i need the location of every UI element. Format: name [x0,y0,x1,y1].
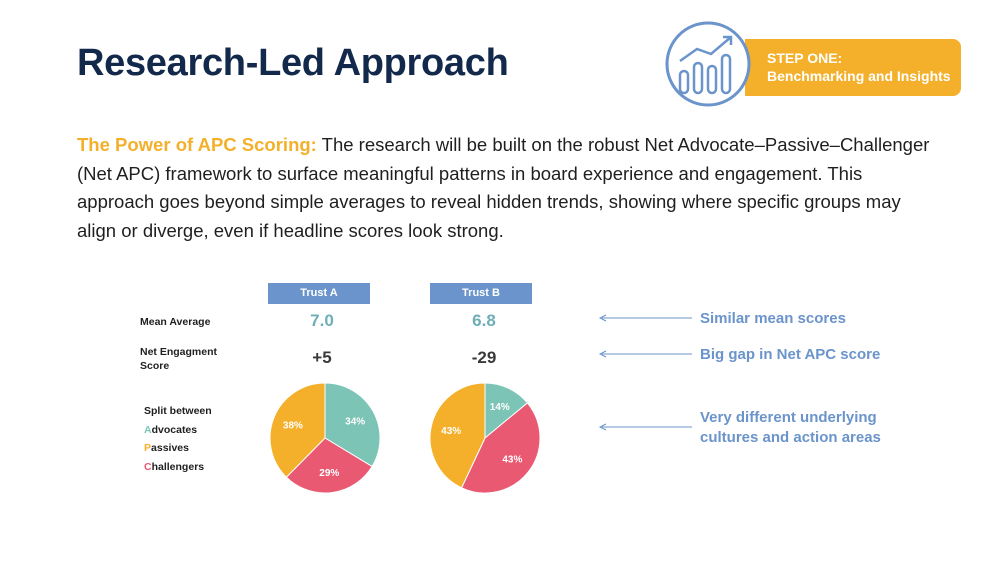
step-badge: STEP ONE: Benchmarking and Insights [745,39,961,96]
trust-a-slice-challengers [285,437,373,493]
arrow-left-icon [598,350,692,358]
trust-a-header: Trust A [268,283,370,304]
intro-highlight: The Power of APC Scoring: [77,134,317,155]
trust-a-label-challengers: 29% [319,468,339,479]
callout-net-score: Big gap in Net APC score [700,346,881,363]
trust-a-label-advocates: 34% [345,416,365,427]
growth-chart-icon [665,21,751,107]
trust-a-label-passives: 38% [283,420,303,431]
trust-a-mean: 7.0 [310,311,334,330]
trust-b-header: Trust B [430,283,532,304]
mean-average-label: Mean Average [140,316,211,328]
arrow-left-icon [598,423,692,431]
legend-advocates: Advocates [144,423,198,436]
intro-text: The research will be built on the robust… [77,134,930,241]
trust-a-pie-chart: 34% 29% 38% [270,383,380,493]
net-engagement-label-line1: Net Engagment [140,346,218,358]
step-description: Benchmarking and Insights [767,68,951,84]
page-title: Research-Led Approach [77,42,509,84]
callout-split-line2: cultures and action areas [700,429,881,446]
intro-paragraph: The Power of APC Scoring: The research w… [77,131,937,245]
arrow-left-icon [598,314,692,322]
trust-a-slice-advocates [324,383,380,468]
trust-a-slice-passives [270,383,326,478]
legend-challengers: Challengers [144,460,205,473]
trust-b-label-challengers: 43% [502,455,522,466]
trust-b-pie-chart: 14% 43% 43% [430,383,540,493]
trust-b-mean: 6.8 [472,311,496,330]
step-label: STEP ONE: [767,50,843,66]
net-engagement-label: Net Engagment Score [140,345,217,373]
legend-passives: Passives [144,442,189,454]
trust-b-slice-passives [430,383,486,489]
callout-split-line1: Very different underlying [700,409,877,426]
callout-mean: Similar mean scores [700,310,846,327]
split-legend: Split between Advocates Passives Challen… [144,402,212,476]
split-title: Split between [144,405,212,417]
trust-a-net-score: +5 [312,348,332,367]
trust-b-label-advocates: 14% [490,402,510,413]
trust-b-net-score: -29 [471,348,497,367]
trust-b-label-passives: 43% [441,426,461,437]
trust-b-slice-challengers [460,402,540,493]
callout-split: Very different underlying cultures and a… [700,408,881,448]
net-engagement-label-line2: Score [140,360,170,372]
